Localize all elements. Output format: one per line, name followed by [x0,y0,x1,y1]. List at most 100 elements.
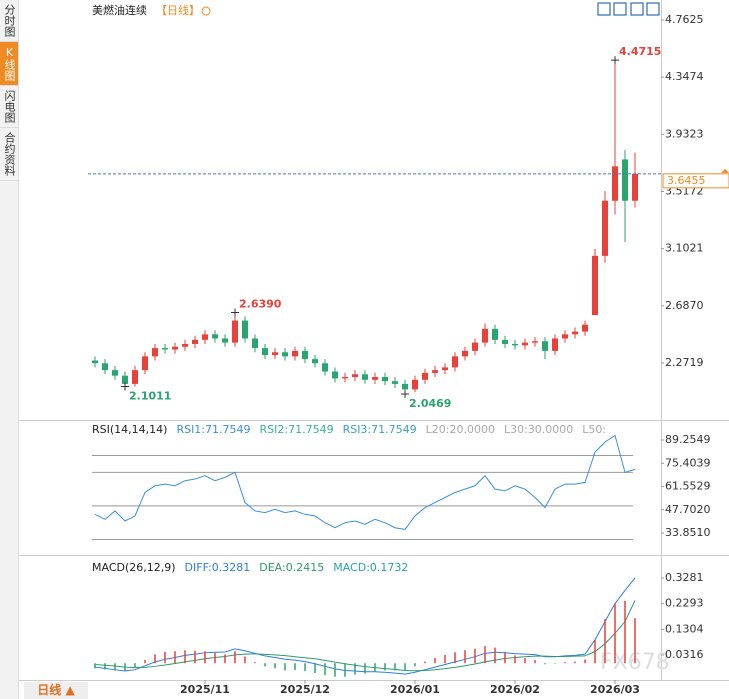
annotation-marker [231,308,239,317]
annotation-marker [401,389,409,398]
candle-body [222,338,228,343]
annotation-label: 4.4715 [619,45,661,58]
y-tick-label: 75.4039 [665,456,711,469]
legend-entry: RSI3:71.7549 [343,423,417,436]
candle-body [102,363,108,371]
candle-body [362,374,368,380]
tool-zoom[interactable] [613,2,627,16]
x-tick-label: 2026/02 [490,683,540,696]
settings-icon[interactable] [201,6,211,16]
current-price-box [662,173,729,189]
tab[interactable]: 闪电图 [0,86,18,128]
legend-entry: L30:30.0000 [504,423,573,436]
candle-body [242,320,248,339]
toolbar[interactable] [597,2,660,16]
candle-body [612,166,618,201]
candle-body [492,328,498,340]
y-tick-label: 0.1304 [665,622,704,635]
candle-body [482,328,488,343]
y-tick-label: 47.7020 [665,503,711,516]
annotation-marker [121,382,129,391]
legend: MACD(26,12,9) DIFF:0.3281 DEA:0.2415 MACD:0… [92,561,408,574]
legend-entry: 【日线】 [156,3,200,17]
candle-body [262,348,268,355]
candle-body [562,334,568,339]
x-tick-label: 2025/12 [280,683,330,696]
candle-body [532,341,538,343]
legend-entry: MACD:0.1732 [333,561,408,574]
legend-entry: DIFF:0.3281 [185,561,251,574]
candle-body [92,360,98,364]
candle-body [462,350,468,357]
annotation-label: 2.1011 [129,390,171,403]
candle-body [212,334,218,339]
y-tick-label: 2.2719 [665,356,704,369]
legend-entry: DEA:0.2415 [259,561,324,574]
candle-body [432,370,438,373]
candle-body [632,173,638,201]
y-tick-label: 0.2293 [665,597,704,610]
candle-body [302,350,308,360]
candle-body [112,370,118,376]
legend-entry: RSI2:71.7549 [260,423,334,436]
candle-body [322,363,328,372]
y-tick-label: 0.3281 [665,571,704,584]
legend-entry: L50: [582,423,606,436]
candle-body [272,352,278,355]
candle-body [182,343,188,347]
legend-entry: RSI(14,14,14) [92,423,167,436]
y-tick-label: 0.0316 [665,648,704,661]
candle-body [282,352,288,357]
candle-body [422,372,428,380]
candle-body [252,338,258,349]
candle-body [372,377,378,380]
candle-body [582,324,588,332]
candle-body [232,320,238,343]
candle-body [542,341,548,351]
y-tick-label: 4.3474 [665,70,704,83]
macd-line [94,600,636,672]
rsi-line [94,434,636,530]
x-tick-label: 2026/03 [590,683,640,696]
candle-body [602,200,608,256]
candle-body [292,350,298,357]
tool-back[interactable] [646,2,660,16]
tool-fit[interactable] [630,2,644,16]
x-tick-label: 2026/01 [390,683,440,696]
tab[interactable]: 合约资料 [0,128,18,181]
candle-body [382,377,388,382]
candle-body [552,338,558,351]
candle-body [412,379,418,390]
candle-body [162,348,168,350]
candle-body [172,346,178,350]
tab-active[interactable]: K线图 [0,42,18,86]
y-tick-label: 2.6870 [665,299,704,312]
candle-body [402,383,408,390]
legend-entry: 美燃油连续 [92,3,147,17]
legend-entry: L20:20.0000 [426,423,495,436]
candle-body [442,367,448,371]
y-tick-label: 89.2549 [665,433,711,446]
y-tick-label: 3.1021 [665,242,704,255]
candle-body [392,381,398,384]
candle-body [512,343,518,346]
current-price-label: 3.6455 [667,174,706,187]
candle-body [192,339,198,344]
legend-entry: RSI1:71.7549 [176,423,250,436]
legend-entry: MACD(26,12,9) [92,561,176,574]
candle-body [142,356,148,371]
tab[interactable]: 分时图 [0,0,18,42]
candle-body [352,374,358,378]
candle-body [122,375,128,384]
y-tick-label: 4.7625 [665,13,704,26]
candle-body [592,255,598,316]
period-selector[interactable]: 日线 ▲ [24,682,88,699]
current-price-arrow [721,168,729,173]
candle-body [572,331,578,335]
candle-body [312,359,318,364]
tool-move[interactable] [597,2,611,16]
frame [18,0,729,681]
candle-body [152,348,158,357]
